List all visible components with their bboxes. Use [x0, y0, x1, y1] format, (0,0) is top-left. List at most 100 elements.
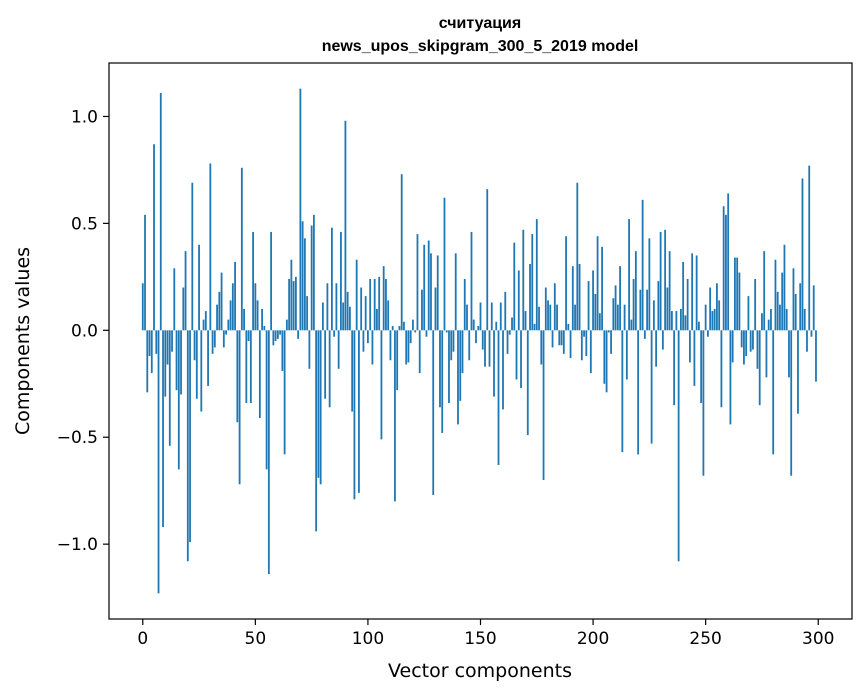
bar-244: [691, 253, 693, 330]
bar-151: [482, 330, 484, 349]
bar-162: [507, 330, 509, 354]
bar-157: [495, 322, 497, 331]
bar-105: [378, 277, 380, 330]
bar-136: [448, 330, 450, 403]
bar-93: [351, 330, 353, 411]
bar-293: [802, 178, 804, 330]
bar-143: [464, 279, 466, 330]
bar-246: [696, 255, 698, 330]
bar-264: [736, 258, 738, 331]
bar-115: [401, 174, 403, 330]
bar-263: [734, 258, 736, 331]
bar-227: [653, 300, 655, 330]
bar-236: [673, 330, 675, 405]
bar-82: [327, 283, 329, 330]
bar-59: [275, 330, 277, 341]
bar-187: [563, 330, 565, 354]
x-tick-label: 250: [689, 629, 721, 649]
bar-251: [707, 330, 709, 336]
bar-118: [408, 330, 410, 362]
bar-290: [795, 294, 797, 330]
bar-130: [435, 288, 437, 331]
bar-36: [223, 330, 225, 347]
bar-1: [144, 215, 146, 330]
bar-247: [698, 322, 700, 331]
bar-155: [491, 303, 493, 331]
bar-167: [518, 270, 520, 330]
bar-19: [185, 251, 187, 330]
bar-81: [324, 330, 326, 398]
bar-140: [457, 330, 459, 424]
bar-75: [311, 226, 313, 331]
bar-218: [633, 279, 635, 330]
bar-89: [342, 303, 344, 331]
bar-12: [169, 330, 171, 445]
bar-98: [363, 330, 365, 351]
bar-44: [241, 168, 243, 331]
x-tick-label: 50: [245, 629, 267, 649]
bar-288: [790, 330, 792, 475]
bar-68: [295, 277, 297, 330]
bar-102: [372, 330, 374, 364]
bar-54: [263, 326, 265, 330]
bar-117: [405, 330, 407, 364]
bar-225: [648, 238, 650, 330]
bar-275: [761, 313, 763, 330]
bar-226: [651, 330, 653, 443]
bar-209: [612, 298, 614, 330]
bar-168: [520, 330, 522, 388]
bar-287: [788, 330, 790, 377]
bar-186: [561, 330, 563, 345]
bar-144: [466, 305, 468, 331]
bar-123: [419, 330, 421, 373]
bar-79: [320, 330, 322, 484]
bar-106: [381, 330, 383, 439]
bar-185: [558, 330, 560, 345]
bar-152: [484, 330, 486, 366]
x-tick-label: 0: [137, 629, 148, 649]
bar-131: [437, 255, 439, 330]
bar-65: [288, 279, 290, 330]
bar-47: [248, 330, 250, 341]
bar-160: [502, 330, 504, 409]
bar-193: [576, 183, 578, 331]
bar-119: [410, 330, 412, 343]
bar-221: [639, 290, 641, 331]
bar-153: [486, 189, 488, 330]
bar-207: [608, 330, 610, 332]
bar-182: [552, 330, 554, 347]
bar-259: [725, 215, 727, 330]
bar-52: [259, 330, 261, 418]
bar-121: [414, 330, 416, 332]
bar-273: [757, 330, 759, 368]
bar-285: [784, 245, 786, 331]
bar-127: [428, 240, 430, 330]
bar-41: [234, 262, 236, 330]
bar-51: [257, 300, 259, 330]
bar-183: [554, 283, 556, 330]
bar-49: [252, 232, 254, 330]
bar-276: [763, 251, 765, 330]
bar-219: [635, 251, 637, 330]
bar-43: [239, 330, 241, 484]
bar-94: [354, 330, 356, 499]
bar-256: [718, 300, 720, 330]
bar-206: [606, 330, 608, 392]
bar-283: [779, 305, 781, 331]
bar-166: [516, 330, 518, 379]
bar-249: [703, 330, 705, 475]
bar-148: [475, 330, 477, 343]
bar-260: [727, 193, 729, 330]
bar-158: [498, 330, 500, 465]
bar-274: [759, 330, 761, 405]
bar-37: [225, 330, 227, 334]
bar-164: [511, 317, 513, 330]
bar-201: [594, 294, 596, 330]
bar-31: [212, 330, 214, 354]
bar-71: [302, 221, 304, 330]
bar-141: [459, 330, 461, 401]
bar-213: [621, 330, 623, 452]
bar-200: [592, 270, 594, 330]
bar-39: [230, 300, 232, 330]
x-tick-label: 150: [464, 629, 496, 649]
